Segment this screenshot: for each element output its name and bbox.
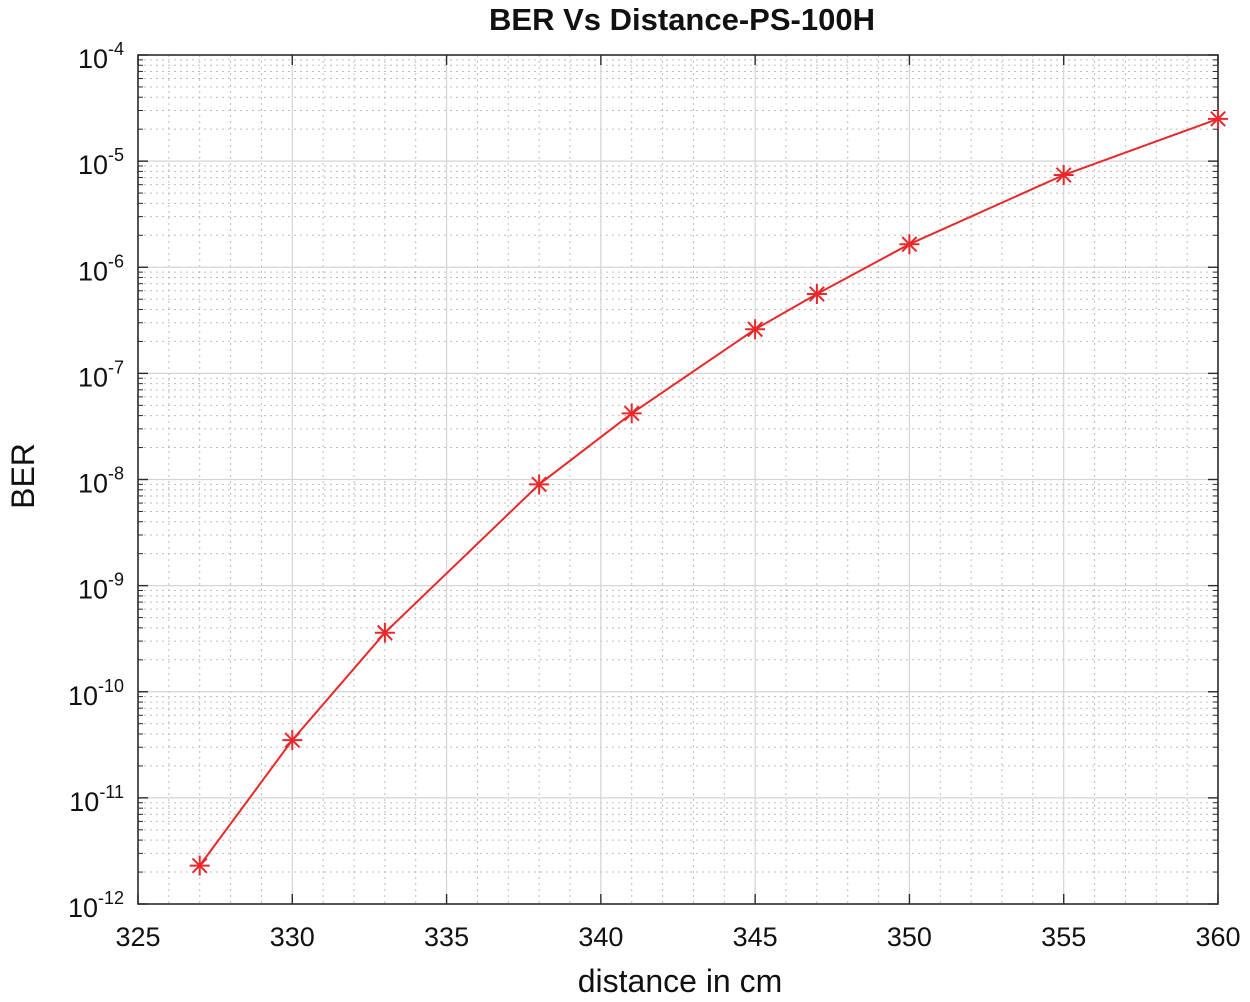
x-tick-label: 350 xyxy=(887,922,932,952)
series-layer xyxy=(189,108,1228,876)
data-point-marker xyxy=(745,319,766,340)
x-tick-label: 345 xyxy=(733,922,778,952)
y-tick-base: 10 xyxy=(68,893,98,923)
x-tick-label: 335 xyxy=(424,922,469,952)
y-tick-exponent: -10 xyxy=(98,676,124,696)
data-point-marker xyxy=(374,622,395,643)
y-tick-exponent: -7 xyxy=(108,357,124,377)
y-tick-label: 10-10 xyxy=(68,676,124,711)
data-point-marker xyxy=(621,403,642,424)
y-tick-exponent: -6 xyxy=(108,251,124,271)
data-point-marker xyxy=(1208,108,1228,129)
x-tick-label: 355 xyxy=(1041,922,1086,952)
data-point-marker xyxy=(899,234,920,255)
y-tick-base: 10 xyxy=(78,362,108,392)
y-tick-exponent: -12 xyxy=(98,888,124,908)
y-tick-exponent: -9 xyxy=(108,570,124,590)
x-tick-labels: 325 330 335 340 345 350 355 360 xyxy=(115,922,1240,952)
data-point-marker xyxy=(189,855,210,876)
y-axis-label: BER xyxy=(5,443,41,509)
y-tick-base: 10 xyxy=(69,787,99,817)
y-tick-label: 10-11 xyxy=(69,782,124,817)
x-tick-label: 360 xyxy=(1195,922,1240,952)
series-line xyxy=(198,117,1219,867)
y-tick-exponent: -5 xyxy=(108,145,124,165)
x-tick-label: 325 xyxy=(115,922,160,952)
data-point-marker xyxy=(282,730,303,751)
y-tick-label: 10-6 xyxy=(78,251,124,286)
y-tick-label: 10-12 xyxy=(68,888,124,923)
major-grid xyxy=(138,55,1218,904)
y-tick-label: 10-9 xyxy=(78,570,124,605)
y-tick-exponent: -8 xyxy=(108,464,124,484)
y-tick-label: 10-7 xyxy=(78,357,124,392)
x-tick-label: 330 xyxy=(270,922,315,952)
data-point-marker xyxy=(1053,165,1074,185)
y-tick-exponent: -11 xyxy=(99,782,124,802)
tick-marks xyxy=(137,54,1219,905)
minor-grid xyxy=(138,55,1218,904)
y-tick-exponent: -4 xyxy=(108,39,124,59)
x-tick-label: 340 xyxy=(578,922,623,952)
data-point-marker xyxy=(529,474,550,495)
y-tick-base: 10 xyxy=(78,575,108,605)
y-tick-base: 10 xyxy=(78,469,108,499)
y-tick-label: 10-5 xyxy=(78,145,124,180)
y-tick-base: 10 xyxy=(78,256,108,286)
y-tick-label: 10-8 xyxy=(78,464,124,499)
x-axis-label: distance in cm xyxy=(578,963,783,999)
y-tick-base: 10 xyxy=(68,681,98,711)
y-tick-label: 10-4 xyxy=(78,39,124,74)
data-point-marker xyxy=(806,284,827,304)
y-tick-base: 10 xyxy=(78,150,108,180)
chart-title: BER Vs Distance-PS-100H xyxy=(489,2,875,37)
y-tick-base: 10 xyxy=(78,44,108,74)
